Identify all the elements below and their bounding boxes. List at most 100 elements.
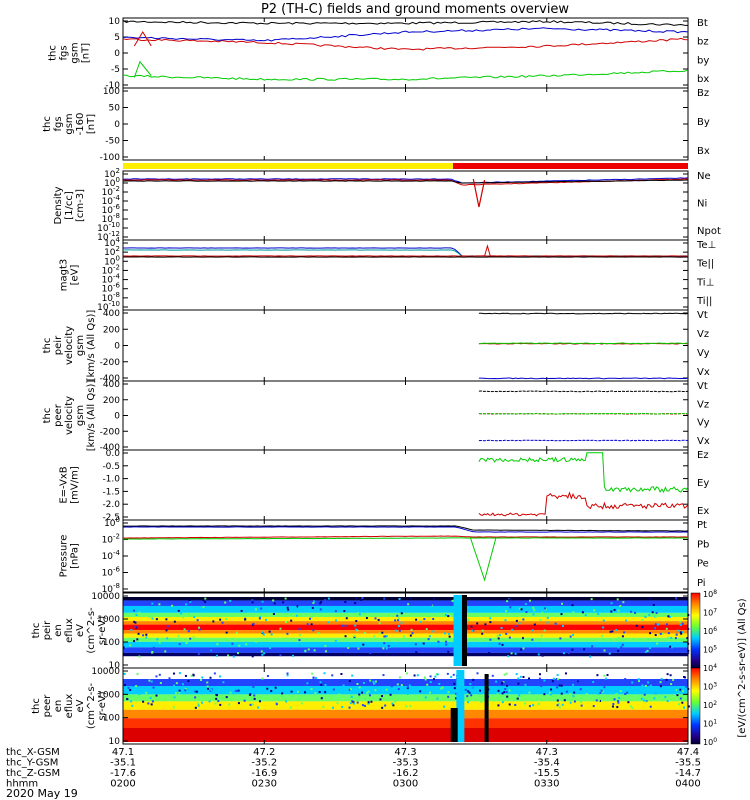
spectrogram-pixel (668, 615, 671, 618)
spectrogram-pixel (400, 612, 403, 615)
spectrogram-pixel (550, 688, 553, 691)
spectrogram-pixel (428, 635, 431, 638)
spectrogram-pixel (384, 704, 387, 707)
spectrogram-pixel (635, 624, 638, 627)
spectrogram-pixel (620, 646, 623, 649)
spectrogram-pixel (229, 599, 232, 602)
spectrogram-pixel (675, 633, 678, 636)
spectrogram-pixel (621, 635, 624, 638)
spectrogram-pixel (484, 623, 487, 626)
y-tick-label: -10 (105, 81, 120, 91)
spectrogram-pixel (649, 632, 652, 635)
spectrogram-pixel (588, 680, 591, 683)
spectrogram-pixel (349, 702, 352, 705)
spectrogram-pixel (158, 641, 161, 644)
spectrogram-pixel (448, 635, 451, 638)
spectrogram-pixel (423, 618, 426, 621)
spectrogram-pixel (129, 644, 132, 647)
spectrogram-pixel (311, 696, 314, 699)
spectrogram-pixel (429, 681, 432, 684)
spectrogram-pixel (453, 689, 456, 692)
spectrogram-pixel (306, 623, 309, 626)
spectrogram-pixel (382, 647, 385, 650)
spectrogram-pixel (561, 703, 564, 706)
spectrogram-pixel (667, 615, 670, 618)
spectrogram-pixel (236, 689, 239, 692)
spectrogram-pixel (609, 630, 612, 633)
y-tick-label: -200 (100, 358, 121, 368)
footer-value: -17.6 (110, 768, 136, 779)
legend-vt: Vt (697, 310, 708, 321)
spectrogram-pixel (127, 686, 130, 689)
spectrogram-pixel (537, 679, 540, 682)
y-tick-label: -2.5 (102, 513, 120, 523)
spectrogram-pixel (496, 634, 499, 637)
panel-frame (122, 239, 689, 311)
spectrogram-pixel (603, 649, 606, 652)
spectrogram-pixel (356, 682, 359, 685)
spectrogram-pixel (514, 703, 517, 706)
spectrogram-pixel (319, 681, 322, 684)
spectrogram-pixel (352, 701, 355, 704)
spectrogram-pixel (356, 614, 359, 617)
spectrogram-pixel (323, 672, 326, 675)
spectrogram-pixel (249, 703, 252, 706)
footer-value: 0300 (393, 779, 418, 790)
spectrogram-pixel (358, 686, 361, 689)
y-axis-label: thc peir velocity gsm [km/s (All Qs)] (42, 310, 97, 382)
spectrogram-band (123, 612, 688, 618)
spectrogram-pixel (309, 617, 312, 620)
spectrogram-pixel (286, 632, 289, 635)
y-axis-label: thc peer velocity gsm [km/s (All Qs)] (42, 380, 97, 452)
spectrogram-band (123, 624, 688, 631)
spectrogram-pixel (519, 607, 522, 610)
spectrogram-pixel (616, 706, 619, 709)
series-npot (122, 177, 689, 184)
spectrogram-pixel (185, 642, 188, 645)
spectrogram-pixel (592, 705, 595, 708)
spectrogram-pixel (200, 678, 203, 681)
spectrogram-pixel (396, 614, 399, 617)
spectrogram-pixel (637, 678, 640, 681)
spectrogram-band (123, 605, 688, 613)
spectrogram-pixel (334, 639, 337, 642)
spectrogram-pixel (505, 610, 508, 613)
spectrogram-pixel (500, 626, 503, 629)
spectrogram-pixel (354, 602, 357, 605)
spectrogram-pixel (638, 680, 641, 683)
legend-by: by (697, 55, 709, 66)
spectrogram-pixel (289, 706, 292, 709)
spectrogram-pixel (687, 705, 690, 708)
spectrogram-pixel (200, 603, 203, 606)
spectrogram-pixel (282, 601, 285, 604)
spectrogram-pixel (678, 703, 681, 706)
series-by-spike (133, 60, 152, 78)
spectrogram-pixel (537, 653, 540, 656)
spectrogram-pixel (532, 606, 535, 609)
spectrogram-pixel (524, 603, 527, 606)
spectrogram-pixel (374, 689, 377, 692)
footer-value: -35.5 (675, 758, 701, 769)
spectrogram-band (123, 728, 688, 742)
spectrogram-pixel (397, 688, 400, 691)
spectrogram-pixel (344, 635, 347, 638)
spectrogram-pixel (651, 611, 654, 614)
spectrogram-pixel (410, 628, 413, 631)
spectrogram-pixel (467, 701, 470, 704)
colorbar: [eV/(cm^2-s-sr-eV)] (All Qs) 108 107 106 10… (690, 589, 748, 747)
y-tick-label: -200 (100, 427, 121, 437)
spectrogram-pixel (198, 626, 201, 629)
spectrogram-pixel (683, 706, 686, 709)
spectrogram-pixel (627, 701, 630, 704)
spectrogram-pixel (237, 652, 240, 655)
spectrogram-pixel (387, 680, 390, 683)
spectrogram-pixel (440, 687, 443, 690)
legend-vt: Vt (697, 381, 708, 392)
spectrogram-pixel (515, 619, 518, 622)
spectrogram-pixel (340, 682, 343, 685)
spectrogram-pixel (286, 606, 289, 609)
spectrogram-pixel (188, 599, 191, 602)
spectrogram-pixel (226, 603, 229, 606)
spectrogram-pixel (674, 637, 677, 640)
